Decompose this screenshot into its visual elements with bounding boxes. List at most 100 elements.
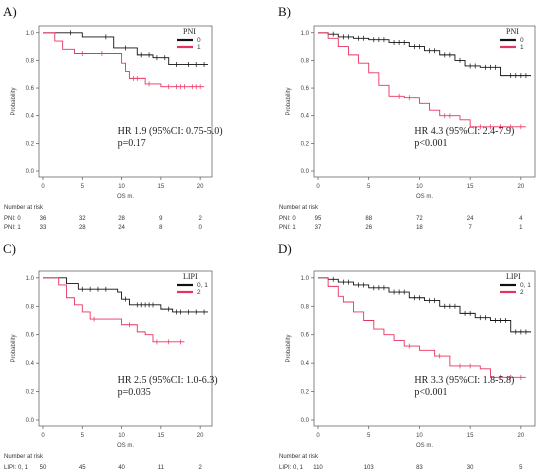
risk-count: 33 bbox=[40, 225, 47, 231]
x-tick-label: 5 bbox=[367, 184, 371, 190]
risk-count: 83 bbox=[416, 465, 423, 471]
risk-count: 95 bbox=[315, 216, 322, 222]
y-tick-label: 0.8 bbox=[26, 58, 35, 64]
risk-count: 11 bbox=[158, 465, 165, 471]
risk-count: 24 bbox=[467, 216, 474, 222]
risk-count: 103 bbox=[364, 465, 375, 471]
risk-count: 26 bbox=[365, 225, 372, 231]
panel-label: A) bbox=[3, 4, 17, 19]
risk-table-title: Number at risk bbox=[279, 454, 319, 460]
plot-frame bbox=[38, 25, 213, 178]
x-tick-label: 10 bbox=[416, 433, 423, 439]
risk-count: 40 bbox=[118, 465, 125, 471]
km-curve-group-b bbox=[43, 277, 185, 343]
plot-frame bbox=[313, 25, 536, 178]
y-tick-label: 0.8 bbox=[26, 304, 35, 310]
y-tick-label: 0.2 bbox=[26, 141, 35, 147]
y-tick-label: 0.6 bbox=[301, 333, 310, 339]
p-value-text: p=0.17 bbox=[118, 138, 146, 149]
risk-row-label: PNI: 0 bbox=[279, 216, 296, 222]
x-axis-label: OS m. bbox=[416, 443, 433, 449]
y-tick-label: 0.2 bbox=[301, 390, 310, 396]
p-value-text: p<0.001 bbox=[414, 387, 447, 398]
risk-count: 88 bbox=[365, 216, 372, 222]
y-tick-label: 1.0 bbox=[301, 276, 310, 282]
x-tick-label: 15 bbox=[467, 184, 474, 190]
risk-count: 2 bbox=[198, 216, 202, 222]
x-tick-label: 10 bbox=[118, 433, 125, 439]
x-tick-label: 0 bbox=[41, 184, 45, 190]
y-tick-label: 1.0 bbox=[26, 31, 35, 37]
y-tick-label: 0.2 bbox=[301, 141, 310, 147]
y-axis-label: Probability bbox=[11, 334, 17, 362]
risk-count: 30 bbox=[467, 465, 474, 471]
legend-title: PNI bbox=[183, 27, 196, 36]
x-tick-label: 10 bbox=[416, 184, 423, 190]
p-value-text: p<0.001 bbox=[414, 138, 447, 149]
panel-label: C) bbox=[3, 241, 16, 256]
x-tick-label: 10 bbox=[118, 184, 125, 190]
risk-count: 9 bbox=[159, 216, 163, 222]
x-tick-label: 20 bbox=[518, 184, 525, 190]
y-tick-label: 0.8 bbox=[301, 58, 310, 64]
panel-label: B) bbox=[278, 4, 291, 19]
panel-label: D) bbox=[278, 241, 292, 256]
legend-label: 1 bbox=[520, 44, 524, 51]
risk-count: 50 bbox=[40, 465, 47, 471]
risk-count: 1 bbox=[519, 225, 523, 231]
risk-row-label: LIPI: 0, 1 bbox=[4, 465, 29, 471]
km-curve-group-a bbox=[318, 277, 531, 333]
x-tick-label: 20 bbox=[197, 433, 204, 439]
km-curve-group-a bbox=[43, 277, 208, 313]
km-panel-d: D) 0.0 0.2 0.4 0.6 0.8 1.0 Probability 0 5 10 15 20 O… bbox=[278, 241, 536, 471]
x-axis-label: OS m. bbox=[117, 194, 134, 200]
risk-count: 45 bbox=[79, 465, 86, 471]
legend-label: 0, 1 bbox=[520, 282, 531, 289]
plot-frame bbox=[38, 270, 213, 427]
risk-row-label: LIPI: 0, 1 bbox=[279, 465, 304, 471]
hazard-ratio-text: HR 4.3 (95%CI: 2.4-7.9) bbox=[414, 126, 514, 137]
hazard-ratio-text: HR 1.9 (95%CI: 0.75-5.0) bbox=[118, 126, 223, 137]
y-tick-label: 1.0 bbox=[26, 276, 35, 282]
x-tick-label: 15 bbox=[467, 433, 474, 439]
x-tick-label: 20 bbox=[197, 184, 204, 190]
legend-title: PNI bbox=[506, 27, 519, 36]
risk-row-label: PNI: 1 bbox=[279, 225, 296, 231]
legend-label: 2 bbox=[197, 289, 201, 296]
y-tick-label: 0.0 bbox=[301, 169, 310, 175]
km-panel-c: C) 0.0 0.2 0.4 0.6 0.8 1.0 Probability 0 5 10 15 20 O… bbox=[3, 241, 218, 471]
y-tick-label: 0.0 bbox=[26, 169, 35, 175]
risk-count: 72 bbox=[416, 216, 423, 222]
plot-frame bbox=[313, 270, 536, 427]
risk-count: 2 bbox=[198, 465, 202, 471]
risk-count: 24 bbox=[118, 225, 125, 231]
risk-count: 18 bbox=[416, 225, 423, 231]
km-curve-group-a bbox=[318, 32, 531, 77]
x-tick-label: 15 bbox=[158, 433, 165, 439]
risk-count: 37 bbox=[315, 225, 322, 231]
y-axis-label: Probability bbox=[286, 87, 292, 115]
x-tick-label: 15 bbox=[158, 184, 165, 190]
y-tick-label: 1.0 bbox=[301, 31, 310, 37]
risk-count: 32 bbox=[79, 216, 86, 222]
y-tick-label: 0.6 bbox=[301, 86, 310, 92]
risk-table-title: Number at risk bbox=[279, 205, 319, 211]
y-tick-label: 0.2 bbox=[26, 390, 35, 396]
x-tick-label: 5 bbox=[367, 433, 371, 439]
risk-count: 7 bbox=[468, 225, 472, 231]
km-curve-group-a bbox=[43, 32, 208, 66]
risk-row-label: PNI: 0 bbox=[4, 216, 21, 222]
km-curve-group-b bbox=[318, 277, 526, 378]
legend-title: LIPI bbox=[183, 272, 198, 281]
x-tick-label: 20 bbox=[518, 433, 525, 439]
risk-count: 28 bbox=[118, 216, 125, 222]
risk-count: 0 bbox=[198, 225, 202, 231]
legend-label: 0, 1 bbox=[197, 282, 208, 289]
y-axis-label: Probability bbox=[286, 334, 292, 362]
x-tick-label: 0 bbox=[41, 433, 45, 439]
risk-count: 8 bbox=[159, 225, 163, 231]
risk-count: 5 bbox=[519, 465, 523, 471]
